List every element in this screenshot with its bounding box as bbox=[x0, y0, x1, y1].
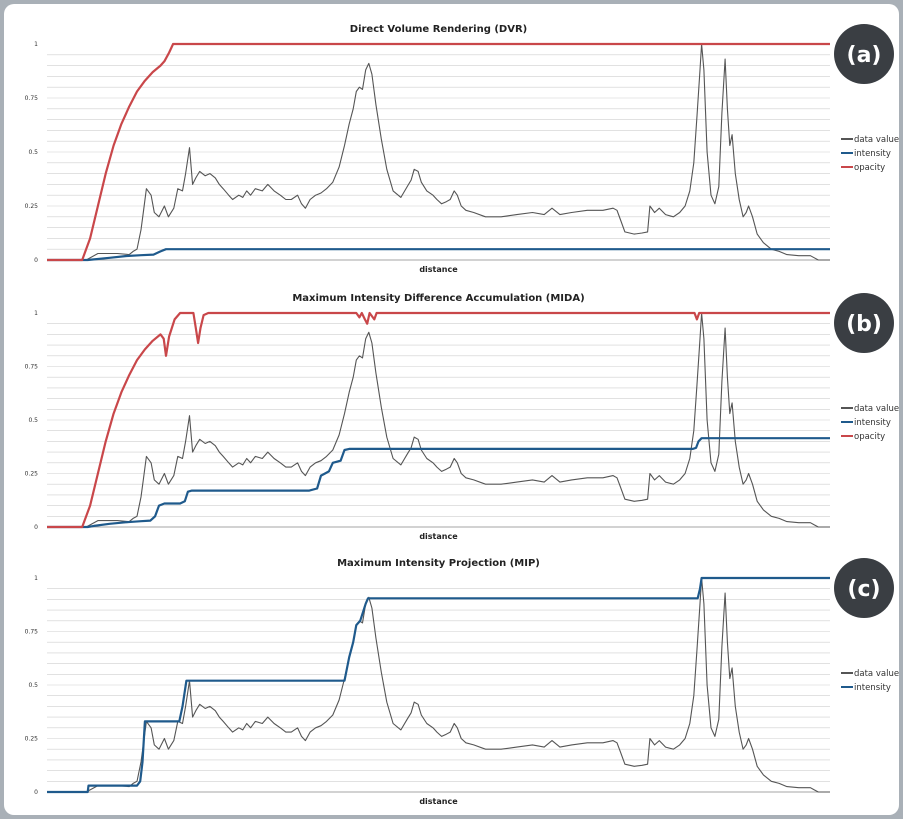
chart-title: Direct Volume Rendering (DVR) bbox=[350, 24, 527, 35]
series-line-data bbox=[47, 312, 830, 528]
x-axis-label: distance bbox=[419, 265, 458, 274]
figure-panel: Direct Volume Rendering (DVR) 0 0.25 0.5 0.7… bbox=[4, 4, 899, 815]
y-tick-label: 0 bbox=[34, 257, 38, 264]
figure-canvas: Direct Volume Rendering (DVR) 0 0.25 0.5 0.7… bbox=[25, 24, 899, 806]
y-tick-label: 0 bbox=[34, 789, 38, 796]
chart-title: Maximum Intensity Projection (MIP) bbox=[337, 558, 540, 569]
y-tick-label: 0.75 bbox=[25, 629, 39, 636]
panel-badge bbox=[834, 558, 894, 618]
chart-0: Direct Volume Rendering (DVR) 0 0.25 0.5 0.7… bbox=[25, 24, 899, 274]
series-line-intensity bbox=[47, 576, 830, 794]
legend-label-intensity: intensity bbox=[854, 683, 891, 693]
legend-label-data: data value bbox=[854, 669, 899, 679]
series-line-intensity bbox=[47, 437, 830, 529]
x-axis-label: distance bbox=[419, 797, 458, 806]
y-tick-label: 1 bbox=[34, 41, 38, 48]
panel-badge-label: (a) bbox=[847, 43, 882, 68]
y-tick-label: 0 bbox=[34, 524, 38, 531]
chart-2: Maximum Intensity Projection (MIP) 0 0.25 0… bbox=[25, 558, 899, 806]
panel-badge bbox=[834, 24, 894, 84]
legend-label-intensity: intensity bbox=[854, 149, 891, 159]
legend-label-intensity: intensity bbox=[854, 418, 891, 428]
y-tick-label: 0.5 bbox=[28, 682, 38, 689]
panel-badge bbox=[834, 293, 894, 353]
x-axis-label: distance bbox=[419, 532, 458, 541]
y-tick-label: 0.25 bbox=[25, 203, 39, 210]
series-line-opacity bbox=[47, 311, 830, 529]
y-tick-label: 0.75 bbox=[25, 364, 39, 371]
legend-label-opacity: opacity bbox=[854, 432, 885, 442]
y-tick-label: 0.25 bbox=[25, 736, 39, 743]
series-line-opacity bbox=[47, 42, 830, 262]
series-line-data bbox=[47, 43, 830, 261]
legend-label-data: data value bbox=[854, 135, 899, 145]
legend-label-opacity: opacity bbox=[854, 163, 885, 173]
y-tick-label: 0.5 bbox=[28, 149, 38, 156]
chart-1: Maximum Intensity Difference Accumulatio… bbox=[25, 293, 899, 541]
y-tick-label: 1 bbox=[34, 575, 38, 582]
legend-label-data: data value bbox=[854, 404, 899, 414]
y-tick-label: 0.25 bbox=[25, 471, 39, 478]
chart-title: Maximum Intensity Difference Accumulatio… bbox=[292, 293, 584, 304]
series-line-intensity bbox=[47, 248, 830, 262]
panel-badge-label: (c) bbox=[847, 577, 880, 602]
panel-badge-label: (b) bbox=[846, 312, 882, 337]
y-tick-label: 0.5 bbox=[28, 417, 38, 424]
y-tick-label: 1 bbox=[34, 310, 38, 317]
series-line-data bbox=[47, 577, 830, 793]
y-tick-label: 0.75 bbox=[25, 95, 39, 102]
